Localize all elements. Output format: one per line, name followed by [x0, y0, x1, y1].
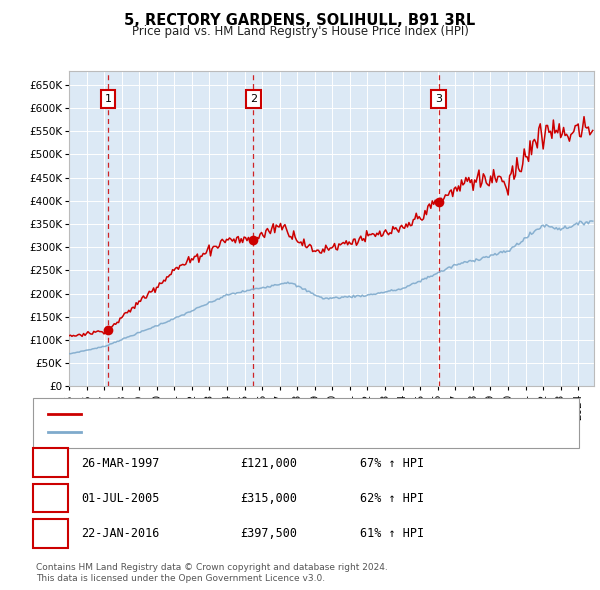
Text: 26-MAR-1997: 26-MAR-1997: [81, 457, 160, 470]
Text: 3: 3: [435, 94, 442, 104]
Text: 1: 1: [104, 94, 112, 104]
Text: Price paid vs. HM Land Registry's House Price Index (HPI): Price paid vs. HM Land Registry's House …: [131, 25, 469, 38]
Text: 62% ↑ HPI: 62% ↑ HPI: [360, 492, 424, 505]
Text: Contains HM Land Registry data © Crown copyright and database right 2024.: Contains HM Land Registry data © Crown c…: [36, 563, 388, 572]
Text: £315,000: £315,000: [240, 492, 297, 505]
Text: £121,000: £121,000: [240, 457, 297, 470]
Text: 01-JUL-2005: 01-JUL-2005: [81, 492, 160, 505]
Text: HPI: Average price, semi-detached house, Solihull: HPI: Average price, semi-detached house,…: [87, 428, 347, 437]
Text: £397,500: £397,500: [240, 527, 297, 540]
Text: This data is licensed under the Open Government Licence v3.0.: This data is licensed under the Open Gov…: [36, 574, 325, 583]
Text: 2: 2: [250, 94, 257, 104]
Text: 67% ↑ HPI: 67% ↑ HPI: [360, 457, 424, 470]
Text: 61% ↑ HPI: 61% ↑ HPI: [360, 527, 424, 540]
Text: 1: 1: [47, 456, 54, 469]
Text: 5, RECTORY GARDENS, SOLIHULL, B91 3RL: 5, RECTORY GARDENS, SOLIHULL, B91 3RL: [124, 13, 476, 28]
Text: 5, RECTORY GARDENS, SOLIHULL, B91 3RL (semi-detached house): 5, RECTORY GARDENS, SOLIHULL, B91 3RL (s…: [87, 409, 433, 419]
Text: 2: 2: [47, 491, 54, 504]
Text: 22-JAN-2016: 22-JAN-2016: [81, 527, 160, 540]
Text: 3: 3: [47, 527, 54, 540]
